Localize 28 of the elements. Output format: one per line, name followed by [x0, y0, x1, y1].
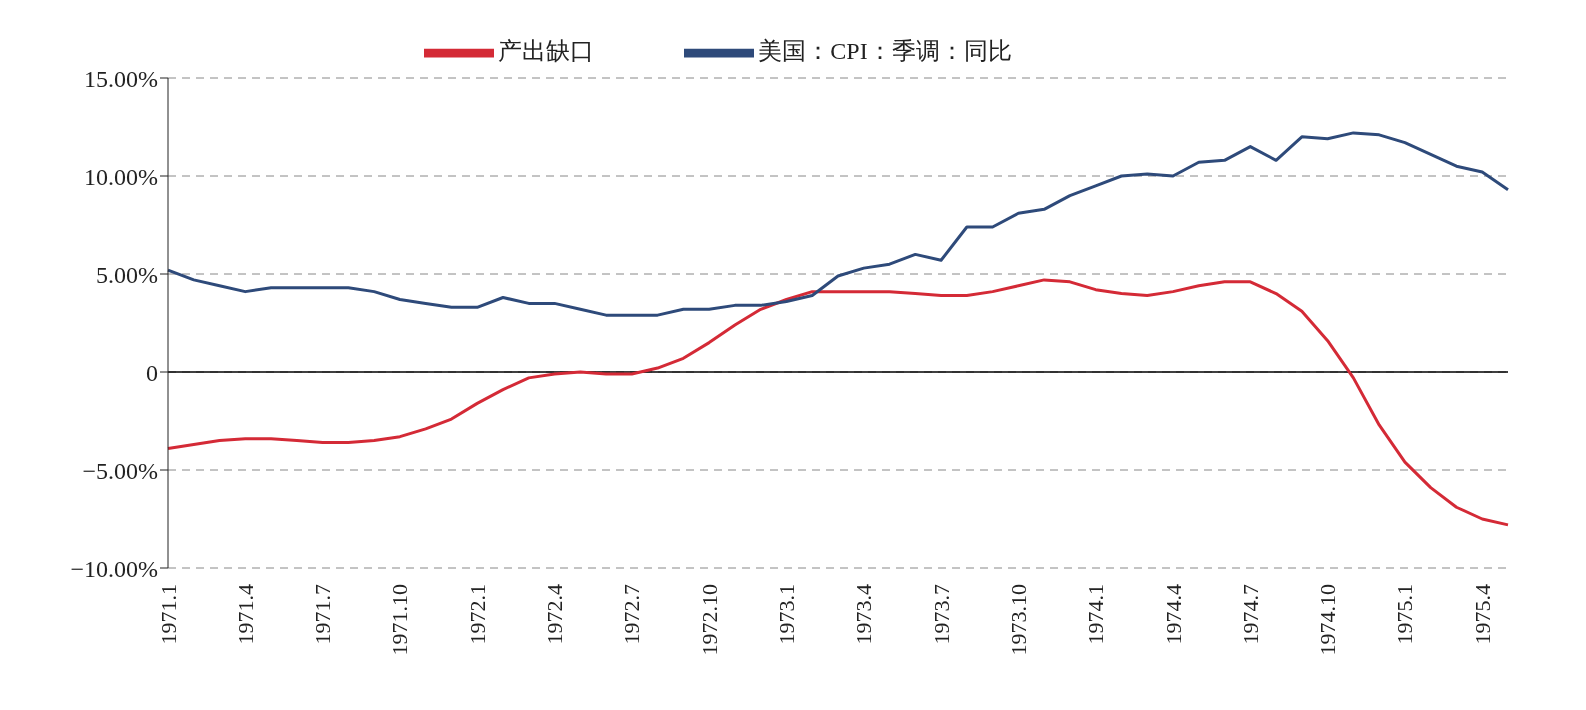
- x-tick-label: 1972.1: [464, 584, 490, 645]
- legend-label: 美国：CPI：季调：同比: [758, 37, 1012, 64]
- x-tick-label: 1974.7: [1237, 584, 1263, 645]
- y-tick-label: −5.00%: [82, 457, 158, 484]
- x-tick-label: 1974.4: [1160, 584, 1186, 645]
- x-tick-label: 1971.7: [310, 584, 336, 645]
- x-tick-label: 1973.10: [1005, 584, 1031, 656]
- x-tick-label: 1974.1: [1083, 584, 1109, 645]
- x-tick-label: 1975.1: [1392, 584, 1418, 645]
- x-tick-label: 1974.10: [1315, 584, 1341, 656]
- x-tick-label: 1973.7: [928, 584, 954, 645]
- y-tick-label: 5.00%: [96, 261, 158, 288]
- x-tick-label: 1971.1: [155, 584, 181, 645]
- y-tick-label: 15.00%: [84, 65, 158, 92]
- x-tick-label: 1973.4: [851, 584, 877, 645]
- legend-label: 产出缺口: [498, 37, 595, 64]
- x-tick-label: 1971.4: [232, 584, 258, 645]
- x-tick-label: 1972.7: [619, 584, 645, 645]
- line-series: [166, 131, 1510, 317]
- y-tick-label: 10.00%: [84, 163, 158, 190]
- x-tick-label: 1971.10: [387, 584, 413, 656]
- x-tick-label: 1975.4: [1469, 584, 1495, 645]
- y-tick-label: −10.00%: [70, 555, 158, 582]
- x-tick-label: 1972.10: [696, 584, 722, 656]
- x-tick-label: 1972.4: [542, 584, 568, 645]
- x-tick-label: 1973.1: [773, 584, 799, 645]
- line-series: [166, 278, 1510, 527]
- y-tick-label: 0: [146, 359, 158, 386]
